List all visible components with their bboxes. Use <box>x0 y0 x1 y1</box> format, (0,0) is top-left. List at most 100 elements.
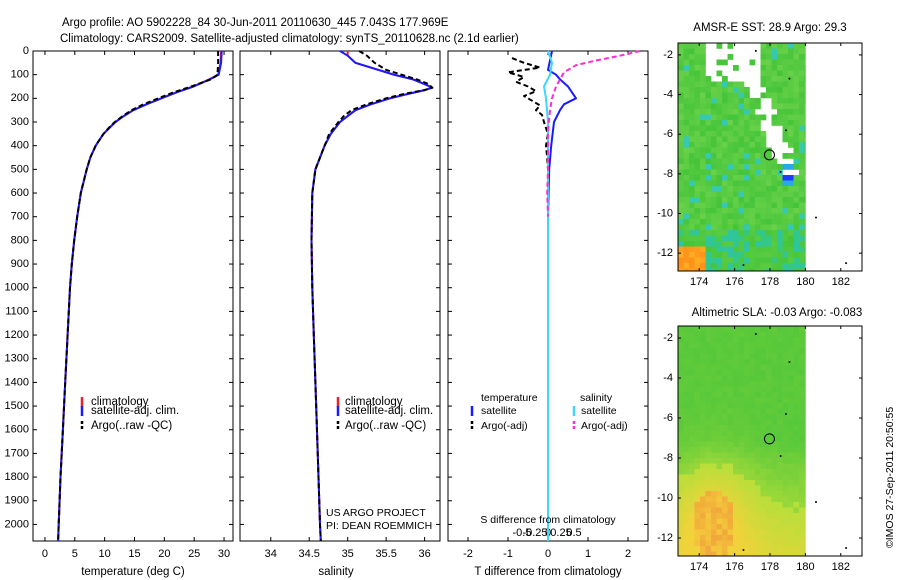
map-cell <box>755 551 761 557</box>
map-cell <box>766 246 772 253</box>
map-cell <box>678 529 684 536</box>
map-cell <box>711 224 717 231</box>
map-cell <box>722 441 728 448</box>
y-tick-label: 900 <box>11 258 29 270</box>
map-cell <box>711 175 717 181</box>
map-cell <box>749 109 756 115</box>
y-tick-label: 400 <box>11 140 29 152</box>
map-cell <box>683 219 690 225</box>
map-cell <box>760 392 767 398</box>
map-cell <box>804 458 806 464</box>
map-cell <box>689 257 695 264</box>
map-cell <box>771 480 778 486</box>
map-y-tick-label: -6 <box>663 412 673 424</box>
map-cell <box>744 230 750 236</box>
map-cell <box>788 414 794 420</box>
map-cell <box>689 480 695 486</box>
map-cell <box>793 103 800 110</box>
map-cell <box>694 502 701 508</box>
map-cell <box>733 496 739 503</box>
map-cell <box>804 98 806 104</box>
map-cell <box>755 208 761 214</box>
map-cell <box>782 263 789 269</box>
map-cell <box>689 430 695 437</box>
map-cell <box>689 164 695 170</box>
map-cell <box>700 246 706 253</box>
map-cell <box>694 419 701 426</box>
map-cell <box>683 142 690 148</box>
map-cell <box>738 120 745 126</box>
map-cell <box>738 469 745 475</box>
map-cell <box>799 331 805 338</box>
map-cell <box>733 81 739 88</box>
map-cell <box>771 202 778 209</box>
map-cell <box>760 502 767 508</box>
map-cell <box>749 230 756 236</box>
map-y-tick-label: -2 <box>663 49 673 61</box>
map-cell <box>711 191 717 198</box>
y-tick-label: 300 <box>11 116 29 128</box>
map-cell <box>705 546 712 552</box>
map-cell <box>760 114 767 121</box>
map-cell <box>788 213 794 220</box>
map-cell <box>766 54 772 60</box>
map-cell <box>694 447 701 453</box>
map-cell <box>700 546 706 552</box>
map-cell <box>799 153 805 159</box>
map-cell <box>799 386 805 393</box>
map-cell <box>799 337 805 343</box>
map-cell <box>700 425 706 431</box>
map-cell <box>799 359 805 365</box>
map-cell <box>749 136 756 143</box>
map-cell <box>749 114 756 121</box>
map-cell <box>766 197 772 203</box>
map-cell <box>766 331 772 338</box>
map-cell <box>689 551 695 557</box>
map-cell <box>694 414 701 420</box>
map-cell <box>738 257 745 264</box>
map-cell <box>793 496 800 503</box>
map-cell <box>727 397 734 404</box>
map-cell <box>733 513 739 519</box>
map-cell <box>760 419 767 426</box>
map-cell <box>804 241 806 247</box>
map-y-tick-label: -2 <box>663 332 673 344</box>
map-cell <box>738 326 745 332</box>
map-cell <box>804 491 806 497</box>
map-cell <box>738 92 745 99</box>
map-cell <box>733 386 739 393</box>
map-cell <box>694 480 701 486</box>
map-cell <box>738 375 745 382</box>
map-cell <box>804 246 806 253</box>
map-cell <box>700 76 706 82</box>
map-cell <box>722 507 728 514</box>
map-cell <box>788 81 794 88</box>
y-tick-label: 1000 <box>5 282 29 294</box>
map-cell <box>711 202 717 209</box>
map-cell <box>727 408 734 415</box>
map-cell <box>755 353 761 360</box>
map-cell <box>788 425 794 431</box>
map-cell <box>760 403 767 409</box>
map-cell <box>678 81 684 88</box>
map-cell <box>683 235 690 242</box>
map-cell <box>694 491 701 497</box>
map-cell <box>793 529 800 536</box>
y-tick-label: 500 <box>11 163 29 175</box>
map-cell <box>755 359 761 365</box>
map-cell <box>804 202 806 209</box>
map-cell <box>738 491 745 497</box>
map-cell <box>705 480 712 486</box>
map-cell <box>777 419 783 426</box>
map-cell <box>705 535 712 541</box>
map-cell <box>738 419 745 426</box>
map-cell <box>683 364 690 371</box>
map-cell <box>782 452 789 459</box>
map-cell <box>727 164 734 170</box>
map-cell <box>793 430 800 437</box>
map-cell <box>749 326 756 332</box>
map-cell <box>777 540 783 547</box>
map-cell <box>804 513 806 519</box>
map-cell <box>689 92 695 99</box>
map-cell <box>755 337 761 343</box>
